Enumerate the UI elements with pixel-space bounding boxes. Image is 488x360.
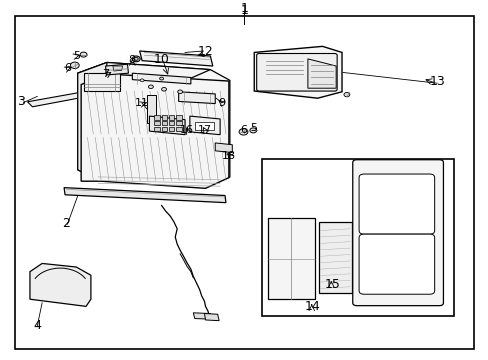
Polygon shape	[254, 46, 341, 98]
Text: 15: 15	[324, 278, 340, 291]
Bar	[161, 121, 166, 125]
Text: 3: 3	[17, 95, 25, 108]
Polygon shape	[78, 62, 210, 80]
Bar	[154, 121, 159, 125]
Text: 5: 5	[73, 51, 80, 61]
FancyBboxPatch shape	[358, 234, 434, 294]
Bar	[261, 159, 453, 316]
Circle shape	[239, 129, 247, 135]
Circle shape	[132, 56, 140, 62]
Text: 10: 10	[153, 53, 169, 66]
Polygon shape	[307, 59, 335, 88]
Polygon shape	[140, 51, 212, 66]
Bar	[161, 116, 166, 120]
Text: 9: 9	[218, 98, 224, 108]
Text: 1: 1	[240, 2, 248, 15]
Text: 1: 1	[240, 4, 248, 17]
FancyBboxPatch shape	[358, 174, 434, 234]
Polygon shape	[105, 64, 128, 75]
Polygon shape	[147, 95, 156, 123]
Bar	[161, 127, 166, 131]
Text: 12: 12	[197, 45, 213, 58]
Polygon shape	[81, 74, 228, 188]
Polygon shape	[215, 143, 232, 153]
Polygon shape	[30, 264, 91, 306]
Bar	[168, 116, 174, 120]
Circle shape	[80, 52, 87, 57]
Circle shape	[159, 77, 163, 80]
FancyBboxPatch shape	[256, 54, 336, 91]
Text: 7: 7	[102, 69, 109, 79]
Polygon shape	[27, 91, 93, 107]
Text: 8: 8	[127, 55, 135, 64]
Bar	[168, 127, 174, 131]
Polygon shape	[204, 314, 219, 321]
Text: 17: 17	[197, 125, 211, 135]
Polygon shape	[267, 218, 315, 299]
Bar	[176, 127, 181, 131]
Text: 6: 6	[240, 125, 246, 135]
Circle shape	[161, 87, 166, 91]
Text: 16: 16	[180, 125, 194, 135]
Circle shape	[70, 62, 79, 68]
Polygon shape	[193, 313, 212, 319]
Text: 6: 6	[64, 63, 71, 73]
Polygon shape	[78, 62, 107, 180]
Bar	[176, 116, 181, 120]
Polygon shape	[149, 116, 184, 135]
Text: 5: 5	[249, 122, 256, 132]
Polygon shape	[189, 116, 220, 135]
Polygon shape	[178, 92, 215, 104]
Polygon shape	[318, 222, 351, 293]
Text: 4: 4	[33, 319, 41, 332]
Polygon shape	[132, 73, 190, 84]
FancyBboxPatch shape	[352, 160, 443, 306]
Text: 2: 2	[62, 217, 70, 230]
Text: 14: 14	[304, 300, 320, 313]
Polygon shape	[113, 66, 122, 71]
Bar	[194, 122, 214, 130]
Circle shape	[249, 128, 256, 133]
Polygon shape	[78, 62, 229, 188]
Text: 13: 13	[428, 75, 444, 87]
Bar	[154, 116, 159, 120]
Circle shape	[343, 93, 349, 97]
Text: 11: 11	[135, 98, 149, 108]
Bar	[168, 121, 174, 125]
Bar	[154, 127, 159, 131]
Bar	[176, 121, 181, 125]
Circle shape	[148, 85, 153, 89]
Circle shape	[134, 58, 138, 60]
Polygon shape	[64, 188, 225, 203]
Circle shape	[177, 90, 182, 94]
Polygon shape	[83, 73, 120, 91]
Circle shape	[140, 79, 144, 82]
Text: 18: 18	[222, 151, 236, 161]
